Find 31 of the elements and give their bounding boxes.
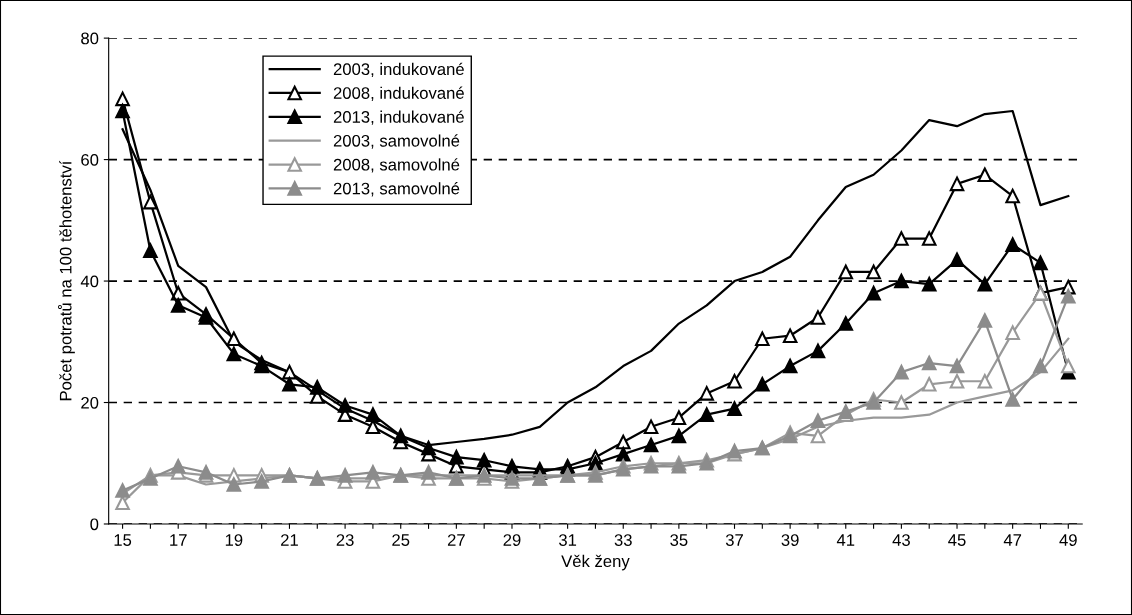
x-tick-label: 31: [558, 534, 577, 546]
x-tick-label: 17: [170, 534, 187, 546]
x-tick-label: 45: [948, 534, 966, 546]
x-tick-label: 47: [1003, 534, 1022, 546]
legend-label: 2013, indukované: [333, 110, 464, 125]
legend-label: 2008, samovolné: [333, 158, 460, 173]
x-tick-label: 33: [614, 534, 632, 546]
x-tick-label: 43: [892, 534, 910, 546]
x-tick-label: 19: [225, 534, 243, 546]
y-axis-title: Počet potratů na 100 těhotenství: [57, 160, 75, 401]
x-tick-label: 27: [447, 534, 465, 546]
x-tick-label: 21: [281, 534, 298, 546]
x-tick-label: 25: [392, 534, 410, 546]
legend-label: 2003, indukované: [333, 62, 464, 78]
x-tick-label: 23: [336, 534, 354, 546]
y-tick-label: 60: [81, 153, 99, 166]
x-tick-label: 41: [836, 534, 855, 546]
x-axis-title: Věk ženy: [561, 554, 630, 571]
y-tick-label: 80: [81, 32, 99, 45]
legend-label: 2013, samovolné: [333, 182, 460, 197]
x-tick-label: 29: [503, 534, 521, 546]
x-tick-label: 39: [781, 534, 799, 546]
x-tick-label: 49: [1059, 534, 1077, 546]
legend-label: 2008, indukované: [333, 86, 464, 101]
legend-label: 2003, samovolné: [333, 134, 460, 149]
y-tick-label: 40: [80, 275, 99, 288]
x-tick-label: 37: [725, 534, 743, 546]
x-tick-label: 35: [670, 534, 688, 546]
y-tick-label: 0: [90, 518, 99, 531]
y-tick-label: 20: [81, 396, 99, 409]
x-tick-label: 15: [114, 534, 132, 546]
